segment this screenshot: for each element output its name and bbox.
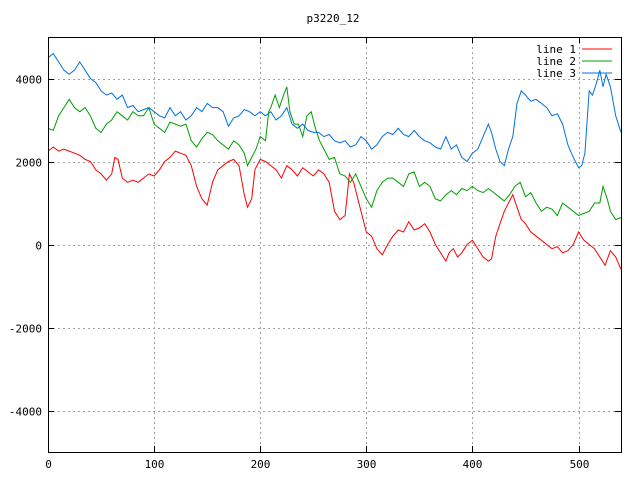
legend-label-1: line 1	[536, 43, 576, 56]
grid	[48, 37, 621, 452]
y-tick-label: -2000	[9, 323, 42, 336]
x-tick-label: 500	[570, 458, 590, 471]
x-tick-label: 300	[357, 458, 377, 471]
x-tick-label: 100	[145, 458, 165, 471]
x-tick-label: 200	[251, 458, 271, 471]
chart-title: p3220_12	[307, 12, 360, 25]
y-tick-label: -4000	[9, 406, 42, 419]
series-line-1	[47, 146, 622, 270]
y-tick-label: 2000	[16, 157, 43, 170]
series-line-3	[47, 52, 622, 169]
y-tick-label: 4000	[16, 74, 43, 87]
y-tick-label: 0	[35, 240, 42, 253]
series-layer	[47, 52, 622, 270]
legend-label-2: line 2	[536, 55, 576, 68]
x-tick-label: 400	[463, 458, 483, 471]
legend-label-3: line 3	[536, 67, 576, 80]
x-tick-label: 0	[45, 458, 52, 471]
axis-ticks: 0 100 200 300 400 500 -4000 -2000 0 2000 4000	[9, 37, 621, 471]
